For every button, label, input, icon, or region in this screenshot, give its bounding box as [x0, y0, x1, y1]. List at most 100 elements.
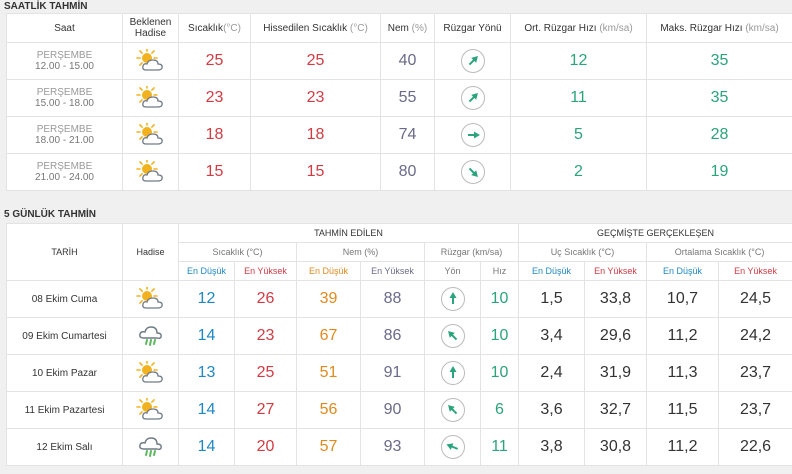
time-range: 12.00 - 15.00: [35, 61, 94, 72]
date-cell: 11 Ekim Pazartesi: [6, 391, 123, 429]
temp-high-cell: 27: [234, 391, 297, 429]
extreme-high-cell: 30,8: [584, 428, 647, 466]
table-row: 12 Ekim Salı 14 20 57 93 11 3,8 30,8 11,2 22,6: [6, 428, 792, 466]
avg-high-cell: 24,2: [717, 317, 792, 355]
header-humidity: Nem (%): [296, 242, 425, 262]
humidity-cell: 40: [380, 42, 435, 80]
feels-like-cell: 15: [250, 153, 381, 191]
humidity-high-cell: 91: [360, 354, 425, 392]
extreme-low-cell: 3,6: [518, 391, 585, 429]
temp-cell: 23: [178, 79, 251, 117]
wind-speed-cell: 6: [480, 391, 519, 429]
day-label: PERŞEMBE: [36, 161, 93, 172]
wind-direction-arrow-icon: [440, 287, 465, 311]
wind-direction-cell: [434, 153, 511, 191]
humidity-low-cell: 67: [296, 317, 361, 355]
wind-speed-cell: 10: [480, 280, 519, 318]
header-feels-like: Hissedilen Sıcaklık (°C): [250, 13, 381, 43]
avg-high-cell: 23,7: [717, 391, 792, 429]
header-time: Saat: [6, 13, 123, 43]
time-cell: PERŞEMBE 18.00 - 21.00: [6, 116, 123, 154]
wind-direction-arrow-icon: [460, 160, 485, 184]
wind-speed-cell: 11: [480, 428, 519, 466]
temp-cell: 15: [178, 153, 251, 191]
time-range: 21.00 - 24.00: [35, 172, 94, 183]
date-cell: 10 Ekim Pazar: [6, 354, 123, 392]
humidity-high-cell: 88: [360, 280, 425, 318]
avg-low-cell: 11,5: [646, 391, 719, 429]
humidity-low-cell: 57: [296, 428, 361, 466]
feels-like-cell: 25: [250, 42, 381, 80]
table-row: PERŞEMBE 18.00 - 21.00 18 18 74 5 28: [6, 116, 792, 154]
extreme-low-cell: 3,4: [518, 317, 585, 355]
header-humidity-low: En Düşük: [296, 261, 361, 281]
humidity-cell: 80: [380, 153, 435, 191]
header-wind: Rüzgar (km/sa): [424, 242, 519, 262]
wind-direction-cell: [424, 391, 481, 429]
temp-low-cell: 12: [178, 280, 235, 318]
table-row: 09 Ekim Cumartesi 14 23 67 86 10 3,4 29,6 11,2 24…: [6, 317, 792, 355]
header-date: TARİH: [6, 223, 123, 281]
table-row: PERŞEMBE 15.00 - 18.00 23 23 55 11 35: [6, 79, 792, 117]
partly-cloudy-sun-icon: [122, 280, 179, 318]
header-max-wind-speed: Maks. Rüzgar Hızı (km/sa): [646, 13, 792, 43]
wind-direction-arrow-icon: [440, 361, 465, 385]
daily-forecast-table: TARİH Hadise TAHMİN EDİLEN GEÇMİŞTE GERÇ…: [6, 223, 792, 466]
wind-direction-arrow-icon: [460, 123, 485, 147]
header-actual-group: GEÇMİŞTE GERÇEKLEŞEN: [517, 223, 792, 243]
time-cell: PERŞEMBE 21.00 - 24.00: [6, 153, 123, 191]
temp-cell: 25: [178, 42, 251, 80]
time-range: 18.00 - 21.00: [35, 135, 94, 146]
temp-high-cell: 25: [234, 354, 297, 392]
feels-like-cell: 18: [250, 116, 381, 154]
table-row: 08 Ekim Cuma 12 26 39 88 10 1,5 33,8 10,7 24,5: [6, 280, 792, 318]
max-wind-speed-cell: 35: [646, 42, 792, 80]
partly-cloudy-sun-icon: [122, 354, 179, 392]
day-label: PERŞEMBE: [36, 87, 93, 98]
wind-direction-cell: [424, 280, 481, 318]
day-label: PERŞEMBE: [36, 50, 93, 61]
avg-low-cell: 10,7: [646, 280, 719, 318]
wind-direction-cell: [434, 79, 511, 117]
date-cell: 12 Ekim Salı: [6, 428, 123, 466]
max-wind-speed-cell: 35: [646, 79, 792, 117]
temp-low-cell: 14: [178, 428, 235, 466]
header-temp-low: En Düşük: [178, 261, 235, 281]
wind-direction-cell: [424, 428, 481, 466]
wind-direction-arrow-icon: [440, 398, 465, 422]
header-extreme-high: En Yüksek: [584, 261, 647, 281]
time-range: 15.00 - 18.00: [35, 98, 94, 109]
humidity-cell: 55: [380, 79, 435, 117]
hourly-forecast-title: SAATLİK TAHMİN: [4, 1, 88, 12]
humidity-low-cell: 39: [296, 280, 361, 318]
header-wind-direction: Yön: [424, 261, 481, 281]
header-avg-high: En Yüksek: [717, 261, 792, 281]
table-row: PERŞEMBE 21.00 - 24.00 15 15 80 2 19: [6, 153, 792, 191]
humidity-high-cell: 90: [360, 391, 425, 429]
extreme-high-cell: 32,7: [584, 391, 647, 429]
extreme-low-cell: 2,4: [518, 354, 585, 392]
partly-cloudy-sun-icon: [122, 116, 179, 154]
header-temp: Sıcaklık (°C): [178, 242, 297, 262]
wind-direction-cell: [424, 317, 481, 355]
table-row: PERŞEMBE 12.00 - 15.00 25 25 40 12 35: [6, 42, 792, 80]
temp-low-cell: 14: [178, 317, 235, 355]
date-cell: 08 Ekim Cuma: [6, 280, 123, 318]
hourly-forecast-table: Saat Beklenen Hadise Sıcaklık(°C) Hissedi…: [6, 13, 792, 191]
table-row: 11 Ekim Pazartesi 14 27 56 90 6 3,6 32,7 11,5 23,…: [6, 391, 792, 429]
partly-cloudy-sun-icon: [122, 42, 179, 80]
extreme-high-cell: 29,6: [584, 317, 647, 355]
avg-wind-speed-cell: 5: [510, 116, 647, 154]
header-condition: Hadise: [122, 223, 179, 281]
partly-cloudy-sun-icon: [122, 79, 179, 117]
avg-high-cell: 23,7: [717, 354, 792, 392]
wind-direction-cell: [424, 354, 481, 392]
wind-direction-cell: [434, 42, 511, 80]
date-cell: 09 Ekim Cumartesi: [6, 317, 123, 355]
avg-low-cell: 11,3: [646, 354, 719, 392]
table-row: 10 Ekim Pazar 13 25 51 91 10 2,4 31,9 11,3 23,7: [6, 354, 792, 392]
wind-direction-arrow-icon: [460, 49, 485, 73]
extreme-low-cell: 3,8: [518, 428, 585, 466]
extreme-low-cell: 1,5: [518, 280, 585, 318]
rain-cloud-icon: [122, 428, 179, 466]
